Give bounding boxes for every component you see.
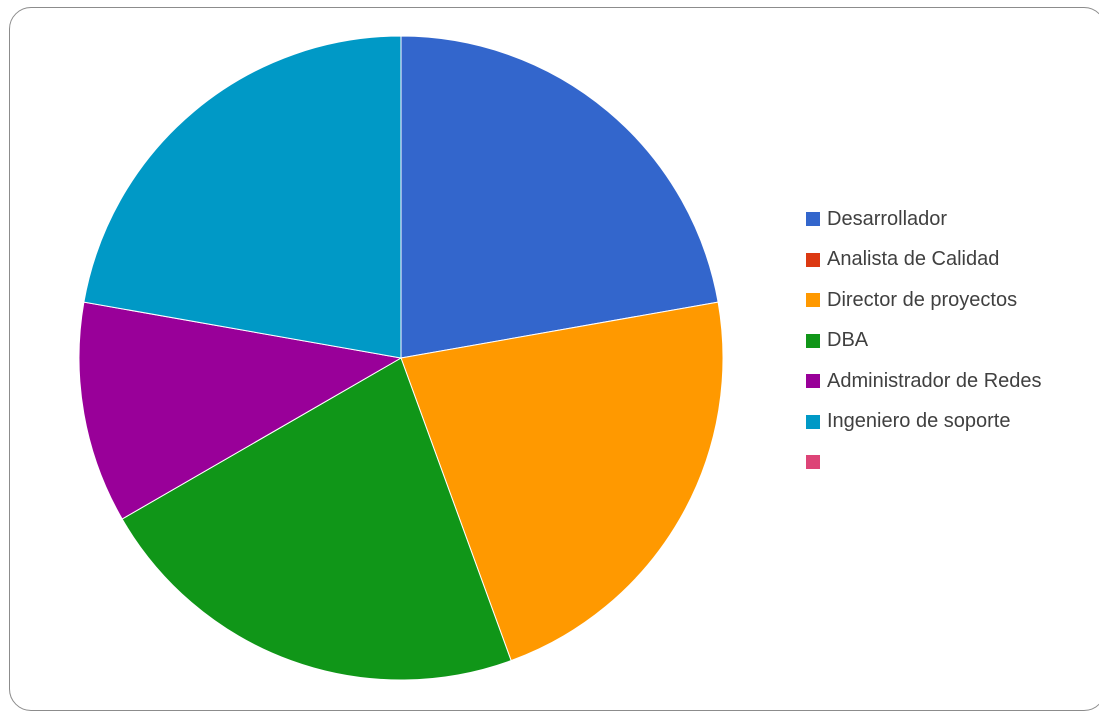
pie-slice-director-de-proyectos [400,301,724,662]
legend-item: DBA [806,321,1042,362]
legend-swatch [806,293,820,308]
pie-slice-desarrollador [400,35,719,359]
legend-item: Administrador de Redes [806,361,1042,402]
legend-label: Director de proyectos [827,288,1018,311]
pie-slice-dba [121,357,512,681]
legend-label: Administrador de Redes [827,369,1042,392]
pie-slice-ingeniero-de-soporte [83,35,402,359]
legend-label: Desarrollador [827,207,948,230]
legend-item: Analista de Calidad [806,240,1042,281]
legend-swatch [806,252,820,267]
legend-label: Analista de Calidad [827,248,1000,271]
legend-item [806,442,1042,483]
legend-swatch [806,455,820,470]
chart-legend: Desarrollador Analista de Calidad Director… [806,199,1042,483]
legend-label: DBA [827,329,869,352]
legend-swatch [806,333,820,348]
legend-swatch [806,212,820,227]
legend-item: Ingeniero de soporte [806,402,1042,443]
legend-item: Director de proyectos [806,280,1042,321]
legend-item: Desarrollador [806,199,1042,240]
legend-swatch [806,414,820,429]
legend-swatch [806,374,820,389]
pie-slice-administrador-de-redes [78,301,403,520]
legend-label: Ingeniero de soporte [827,410,1011,433]
